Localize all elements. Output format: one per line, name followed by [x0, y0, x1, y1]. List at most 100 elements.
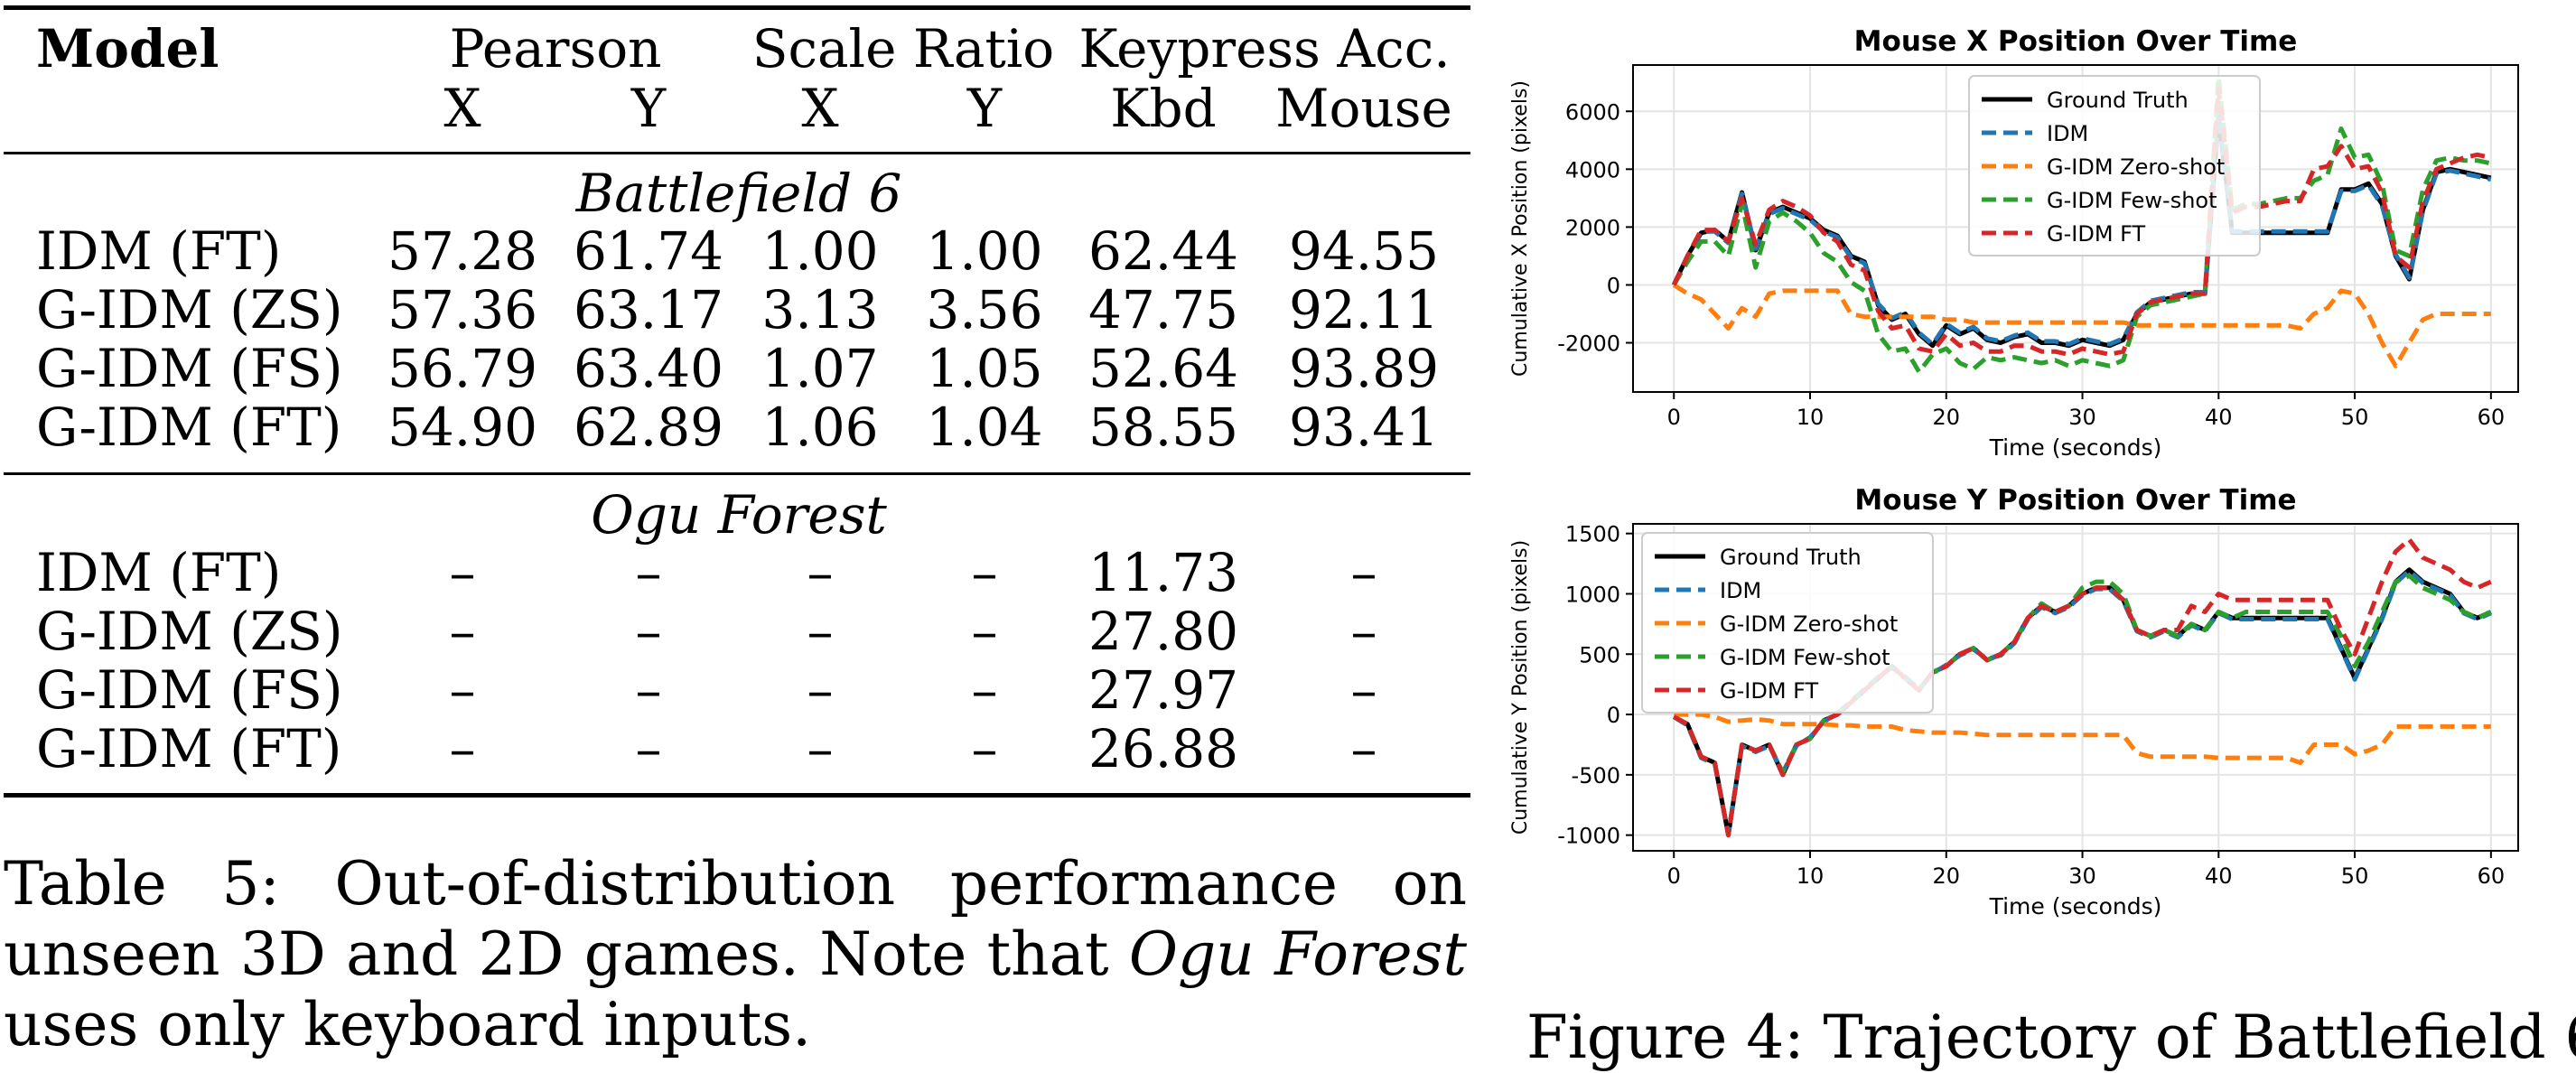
- x-tick-label: 40: [2205, 863, 2233, 889]
- table-bottom-rule: [4, 793, 1470, 798]
- row-value: 52.64: [1087, 338, 1239, 399]
- x-tick-label: 0: [1667, 863, 1681, 889]
- plot-frame: [1632, 64, 2519, 393]
- row-value: 94.55: [1288, 220, 1440, 282]
- row-value: –: [1350, 542, 1377, 603]
- table-caption-emph: Ogu Forest: [1128, 919, 1468, 989]
- row-value: 93.41: [1288, 397, 1440, 458]
- row-value: 63.40: [573, 338, 724, 399]
- header-sub-scale-x: X: [801, 78, 839, 139]
- x-tick-label: 50: [2341, 863, 2369, 889]
- x-tick-label: 30: [2068, 863, 2096, 889]
- row-value: 1.04: [926, 397, 1043, 458]
- row-model: G-IDM (FS): [36, 338, 343, 399]
- header-model: Model: [36, 18, 219, 79]
- header-group-keypress: Keypress Acc.: [1078, 18, 1451, 79]
- legend-label: G-IDM Few-shot: [2047, 188, 2217, 213]
- header-group-pearson: Pearson: [449, 18, 662, 79]
- row-value: 1.00: [926, 220, 1043, 282]
- table-caption-suffix: uses only keyboard inputs.: [4, 990, 812, 1059]
- legend-label: IDM: [2047, 121, 2088, 146]
- row-model: IDM (FT): [36, 220, 282, 282]
- header-sub-kbd: Kbd: [1110, 78, 1217, 139]
- header-sub-mouse: Mouse: [1275, 78, 1452, 139]
- legend-box: [1968, 75, 2261, 257]
- row-model: G-IDM (FT): [36, 718, 342, 779]
- row-value: –: [807, 601, 834, 662]
- row-value: –: [807, 542, 834, 603]
- row-value: 92.11: [1288, 279, 1440, 341]
- row-value: 27.80: [1087, 601, 1239, 662]
- row-value: –: [635, 542, 662, 603]
- row-value: 63.17: [573, 279, 724, 341]
- section-title-battlefield: Battlefield 6: [575, 163, 902, 224]
- chart-title: Mouse Y Position Over Time: [1854, 484, 2296, 517]
- row-value: 62.44: [1087, 220, 1239, 282]
- row-value: 47.75: [1087, 279, 1239, 341]
- legend-label: G-IDM Few-shot: [1720, 645, 1890, 670]
- legend-label: Ground Truth: [2047, 88, 2189, 113]
- y-axis-label: Cumulative X Position (pixels): [1509, 80, 1532, 377]
- y-tick-label: -1000: [1557, 824, 1620, 849]
- x-tick-label: 20: [1932, 405, 1960, 430]
- legend-label: G-IDM FT: [2047, 221, 2146, 247]
- series-line-g-idm-ft: [1671, 86, 2492, 357]
- header-sub-scale-y: Y: [966, 78, 1003, 139]
- x-tick-label: 30: [2068, 405, 2096, 430]
- section-title-ogu-forest: Ogu Forest: [591, 484, 887, 546]
- table-caption-prefix: Table 5: Out-of-distribution performance…: [4, 849, 1467, 989]
- y-tick-label: 500: [1579, 642, 1620, 667]
- y-tick-label: 0: [1607, 703, 1620, 728]
- series-line-g-idm-few-shot: [1672, 74, 2492, 375]
- x-tick-label: 10: [1797, 405, 1825, 430]
- row-value: 54.90: [387, 397, 538, 458]
- header-group-scale-ratio: Scale Ratio: [751, 18, 1055, 79]
- row-value: –: [971, 718, 998, 779]
- x-tick-label: 60: [2478, 405, 2506, 430]
- row-model: G-IDM (FT): [36, 397, 342, 458]
- row-value: 3.13: [761, 279, 879, 341]
- row-value: –: [971, 601, 998, 662]
- row-value: 56.79: [387, 338, 538, 399]
- row-value: 62.89: [573, 397, 724, 458]
- series-line-g-idm-ft: [1673, 536, 2492, 838]
- series-line-idm: [1671, 112, 2492, 347]
- series-line-g-idm-zero-shot: [1672, 283, 2491, 369]
- table-section-rule: [4, 472, 1470, 475]
- row-model: IDM (FT): [36, 542, 282, 603]
- row-value: 27.97: [1087, 659, 1239, 721]
- row-value: –: [1350, 718, 1377, 779]
- figure-caption: Figure 4: Trajectory of Battlefield 6.: [1526, 1003, 2576, 1072]
- y-tick-label: 4000: [1565, 157, 1620, 182]
- table-top-rule: [4, 5, 1470, 10]
- row-value: 1.05: [926, 338, 1043, 399]
- row-value: 1.00: [761, 220, 879, 282]
- row-value: –: [449, 542, 476, 603]
- row-value: –: [449, 659, 476, 721]
- y-tick-label: 1500: [1565, 522, 1620, 547]
- row-value: –: [807, 718, 834, 779]
- y-tick-label: 1000: [1565, 582, 1620, 607]
- plot-frame: [1632, 523, 2519, 852]
- table-caption: Table 5: Out-of-distribution performance…: [4, 849, 1467, 1060]
- row-model: G-IDM (FS): [36, 659, 343, 721]
- y-tick-label: -2000: [1557, 331, 1620, 357]
- x-tick-label: 60: [2478, 863, 2506, 889]
- y-axis-label: Cumulative Y Position (pixels): [1509, 540, 1532, 835]
- row-value: 26.88: [1087, 718, 1239, 779]
- row-value: 1.06: [761, 397, 879, 458]
- legend-label: G-IDM Zero-shot: [2047, 154, 2225, 180]
- chart-title: Mouse X Position Over Time: [1854, 25, 2298, 58]
- series-line-g-idm-few-shot: [1673, 573, 2492, 838]
- x-tick-label: 0: [1667, 405, 1681, 430]
- x-tick-label: 50: [2341, 405, 2369, 430]
- row-value: –: [807, 659, 834, 721]
- row-value: –: [1350, 601, 1377, 662]
- row-value: –: [449, 718, 476, 779]
- legend-label: IDM: [1720, 578, 1761, 603]
- x-tick-label: 10: [1797, 863, 1825, 889]
- y-tick-label: 2000: [1565, 215, 1620, 240]
- row-value: –: [971, 659, 998, 721]
- table-header-rule: [4, 152, 1470, 154]
